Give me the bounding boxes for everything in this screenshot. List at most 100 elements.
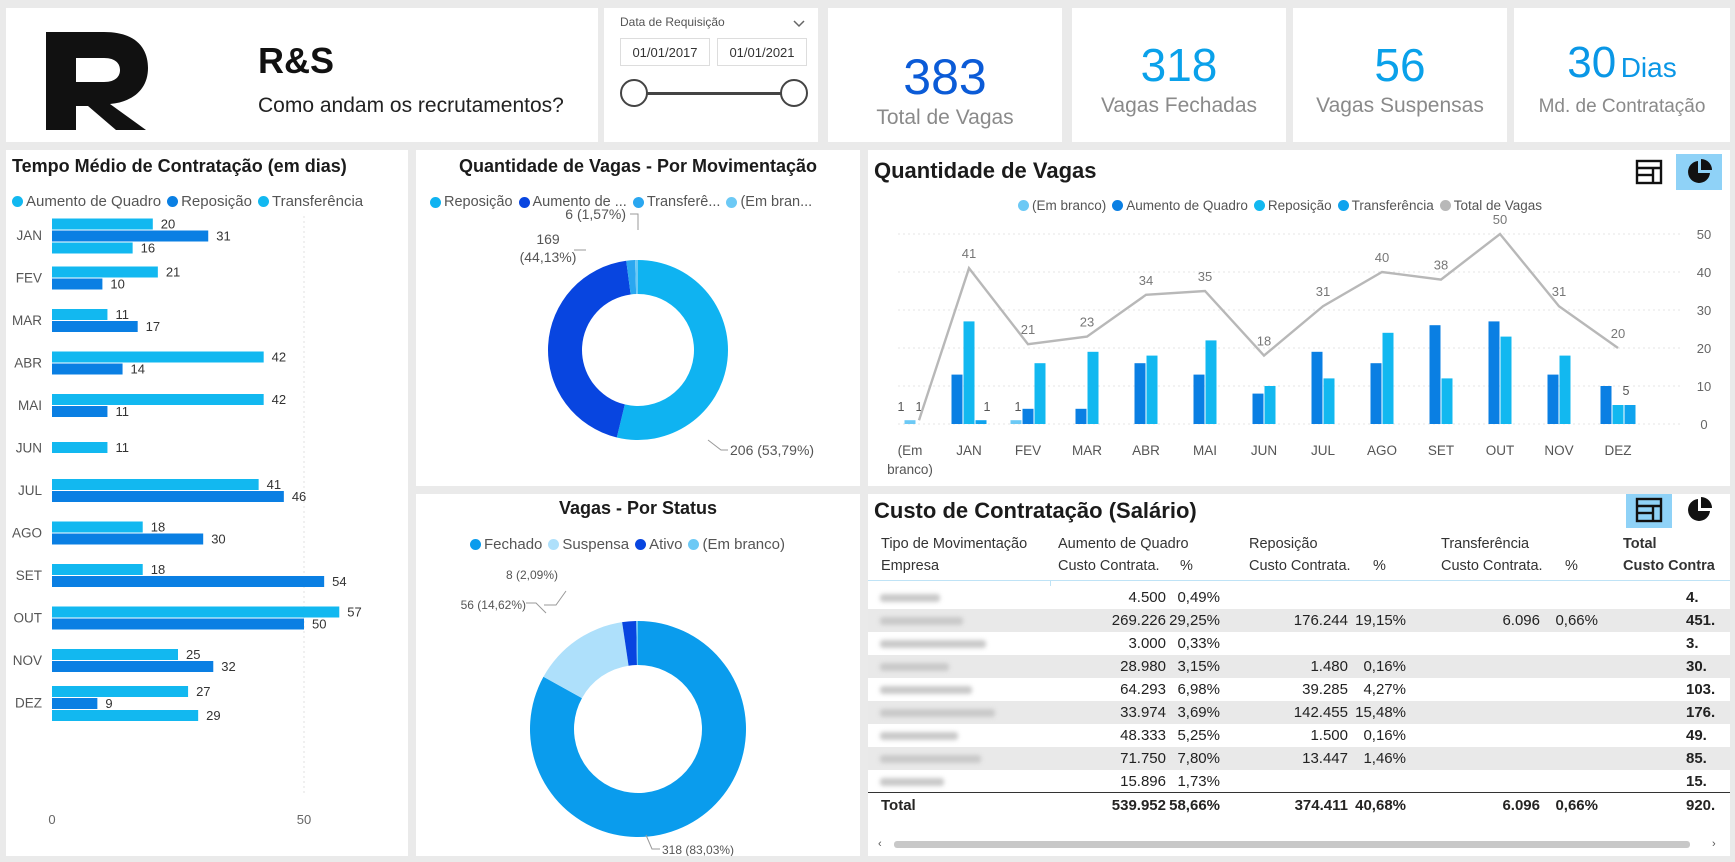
table-row[interactable]: 28.980 3,15% 1.480 0,16% 30.	[868, 655, 1730, 678]
x-tick-label: SET	[1428, 443, 1454, 458]
chart-view-button[interactable]	[1676, 154, 1722, 190]
legend-dot	[726, 196, 738, 208]
chevron-down-icon[interactable]	[792, 16, 806, 30]
data-label: 31	[216, 229, 230, 244]
legend-item[interactable]: Transferência	[1337, 198, 1434, 213]
table-cell: 13.447	[1302, 750, 1348, 767]
kpi-value: 56	[1374, 39, 1426, 91]
table-cell: 58,66%	[1169, 797, 1220, 814]
bar	[52, 321, 138, 332]
chart-legend: Fechado Suspensa Ativo (Em branco)	[470, 536, 791, 553]
donut-slice	[636, 621, 638, 666]
legend-item[interactable]: Suspensa	[548, 536, 629, 553]
legend-dot	[430, 196, 441, 208]
table-cell: 3,15%	[1177, 658, 1220, 675]
legend-item[interactable]: Transferência	[257, 193, 363, 210]
slider-handle-end[interactable]	[780, 79, 808, 107]
legend-item[interactable]: Fechado	[470, 536, 542, 553]
table-cell: 33.974	[1120, 704, 1166, 721]
legend-item[interactable]: (Em bran...	[726, 194, 812, 210]
legend-item[interactable]: Ativo	[635, 536, 682, 553]
col-header[interactable]: Custo Contra	[1623, 558, 1715, 574]
legend-item[interactable]: Aumento de Quadro	[12, 193, 161, 210]
scrollbar-thumb[interactable]	[894, 841, 1690, 848]
table-row[interactable]: 48.333 5,25% 1.500 0,16% 49.	[868, 724, 1730, 747]
table-row[interactable]: 64.293 6,98% 39.285 4,27% 103.	[868, 678, 1730, 701]
bar	[52, 521, 143, 533]
table-cell: 176.244	[1293, 612, 1348, 629]
legend-item[interactable]: Aumento de Quadro	[1112, 198, 1248, 213]
bar	[1034, 363, 1046, 424]
date-from-input[interactable]: 01/01/2017	[620, 38, 710, 66]
kpi-value-row: 30 Dias	[1514, 38, 1730, 88]
table-cell: 142.455	[1293, 704, 1348, 721]
col-header[interactable]: Empresa	[881, 558, 940, 574]
slider-handle-start[interactable]	[620, 79, 648, 107]
col-header[interactable]: Total	[1623, 536, 1657, 552]
data-label: 11	[115, 307, 129, 322]
col-header[interactable]: Reposição	[1249, 536, 1318, 552]
donut-slice	[616, 260, 729, 441]
chevron-right-icon[interactable]: ›	[1712, 838, 1716, 850]
col-header[interactable]: Aumento de Quadro	[1058, 536, 1189, 552]
matrix-title: Custo de Contratação (Salário)	[874, 498, 1197, 523]
legend-item[interactable]: Aumento de ...	[518, 194, 627, 210]
x-tick-label: ABR	[1132, 443, 1160, 458]
data-label: 35	[1198, 269, 1212, 284]
table-icon	[1635, 497, 1663, 523]
legend-item[interactable]: Reposição	[430, 194, 513, 210]
bar	[1022, 408, 1034, 424]
brand-subtitle: Como andam os recrutamentos?	[258, 94, 564, 117]
donut-slice	[548, 260, 631, 438]
table-view-button[interactable]	[1626, 494, 1672, 528]
y-tick-label: ABR	[14, 356, 42, 371]
table-row[interactable]: 71.750 7,80% 13.447 1,46% 85.	[868, 747, 1730, 770]
x-tick-label: MAR	[1072, 443, 1102, 458]
table-cell: 539.952	[1111, 797, 1166, 814]
horizontal-scrollbar[interactable]: ‹ ›	[878, 838, 1724, 850]
legend-item[interactable]: Transferê...	[632, 194, 720, 210]
table-row[interactable]: 33.974 3,69% 142.455 15,48% 176.	[868, 701, 1730, 724]
table-row[interactable]: 15.896 1,73% 15.	[868, 770, 1730, 793]
table-cell: 1.500	[1310, 727, 1348, 744]
bar	[52, 351, 264, 363]
table-row[interactable]: 4.500 0,49% 4.	[868, 586, 1730, 609]
data-label: 56 (14,62%)	[461, 598, 526, 612]
legend-item[interactable]: Total de Vagas	[1439, 198, 1542, 213]
date-to-input[interactable]: 01/01/2021	[717, 38, 807, 66]
header-divider	[868, 580, 1730, 581]
leader-line	[707, 439, 728, 451]
legend-item[interactable]: (Em branco)	[688, 536, 785, 553]
table-cell: 920.	[1686, 797, 1716, 814]
col-header[interactable]: Transferência	[1441, 536, 1530, 552]
table-cell: Total	[881, 797, 916, 814]
table-row[interactable]: 269.226 29,25% 176.244 19,15% 6.096 0,66% 451.	[868, 609, 1730, 632]
legend-item[interactable]: (Em branco)	[1018, 198, 1106, 213]
col-header[interactable]: Custo Contrata.	[1058, 558, 1160, 574]
data-label: 8 (2,09%)	[506, 568, 558, 582]
legend-dot	[632, 196, 644, 208]
chevron-left-icon[interactable]: ‹	[878, 838, 882, 850]
donut-slice	[530, 621, 746, 837]
col-header[interactable]: %	[1373, 558, 1386, 574]
bar	[1429, 325, 1441, 424]
data-label: 21	[1021, 322, 1035, 337]
pie-chart-icon	[1688, 497, 1712, 521]
table-row[interactable]: 3.000 0,33% 3.	[868, 632, 1730, 655]
legend-item[interactable]: Reposição	[167, 193, 252, 210]
col-header[interactable]: Custo Contrata.	[1249, 558, 1351, 574]
data-label: 46	[292, 489, 306, 504]
col-header[interactable]: %	[1565, 558, 1578, 574]
legend-item[interactable]: Reposição	[1253, 198, 1332, 213]
chart-view-button[interactable]	[1676, 494, 1722, 528]
rs-logo	[46, 32, 148, 130]
legend-dot	[1439, 200, 1451, 211]
data-label: 17	[146, 319, 160, 334]
col-header[interactable]: %	[1180, 558, 1193, 574]
data-label: 1	[984, 400, 991, 414]
redacted-company-name	[880, 686, 972, 694]
col-header[interactable]: Tipo de Movimentação	[881, 536, 1028, 552]
col-header[interactable]: Custo Contrata.	[1441, 558, 1543, 574]
bar	[1382, 332, 1394, 424]
table-view-button[interactable]	[1626, 154, 1672, 190]
